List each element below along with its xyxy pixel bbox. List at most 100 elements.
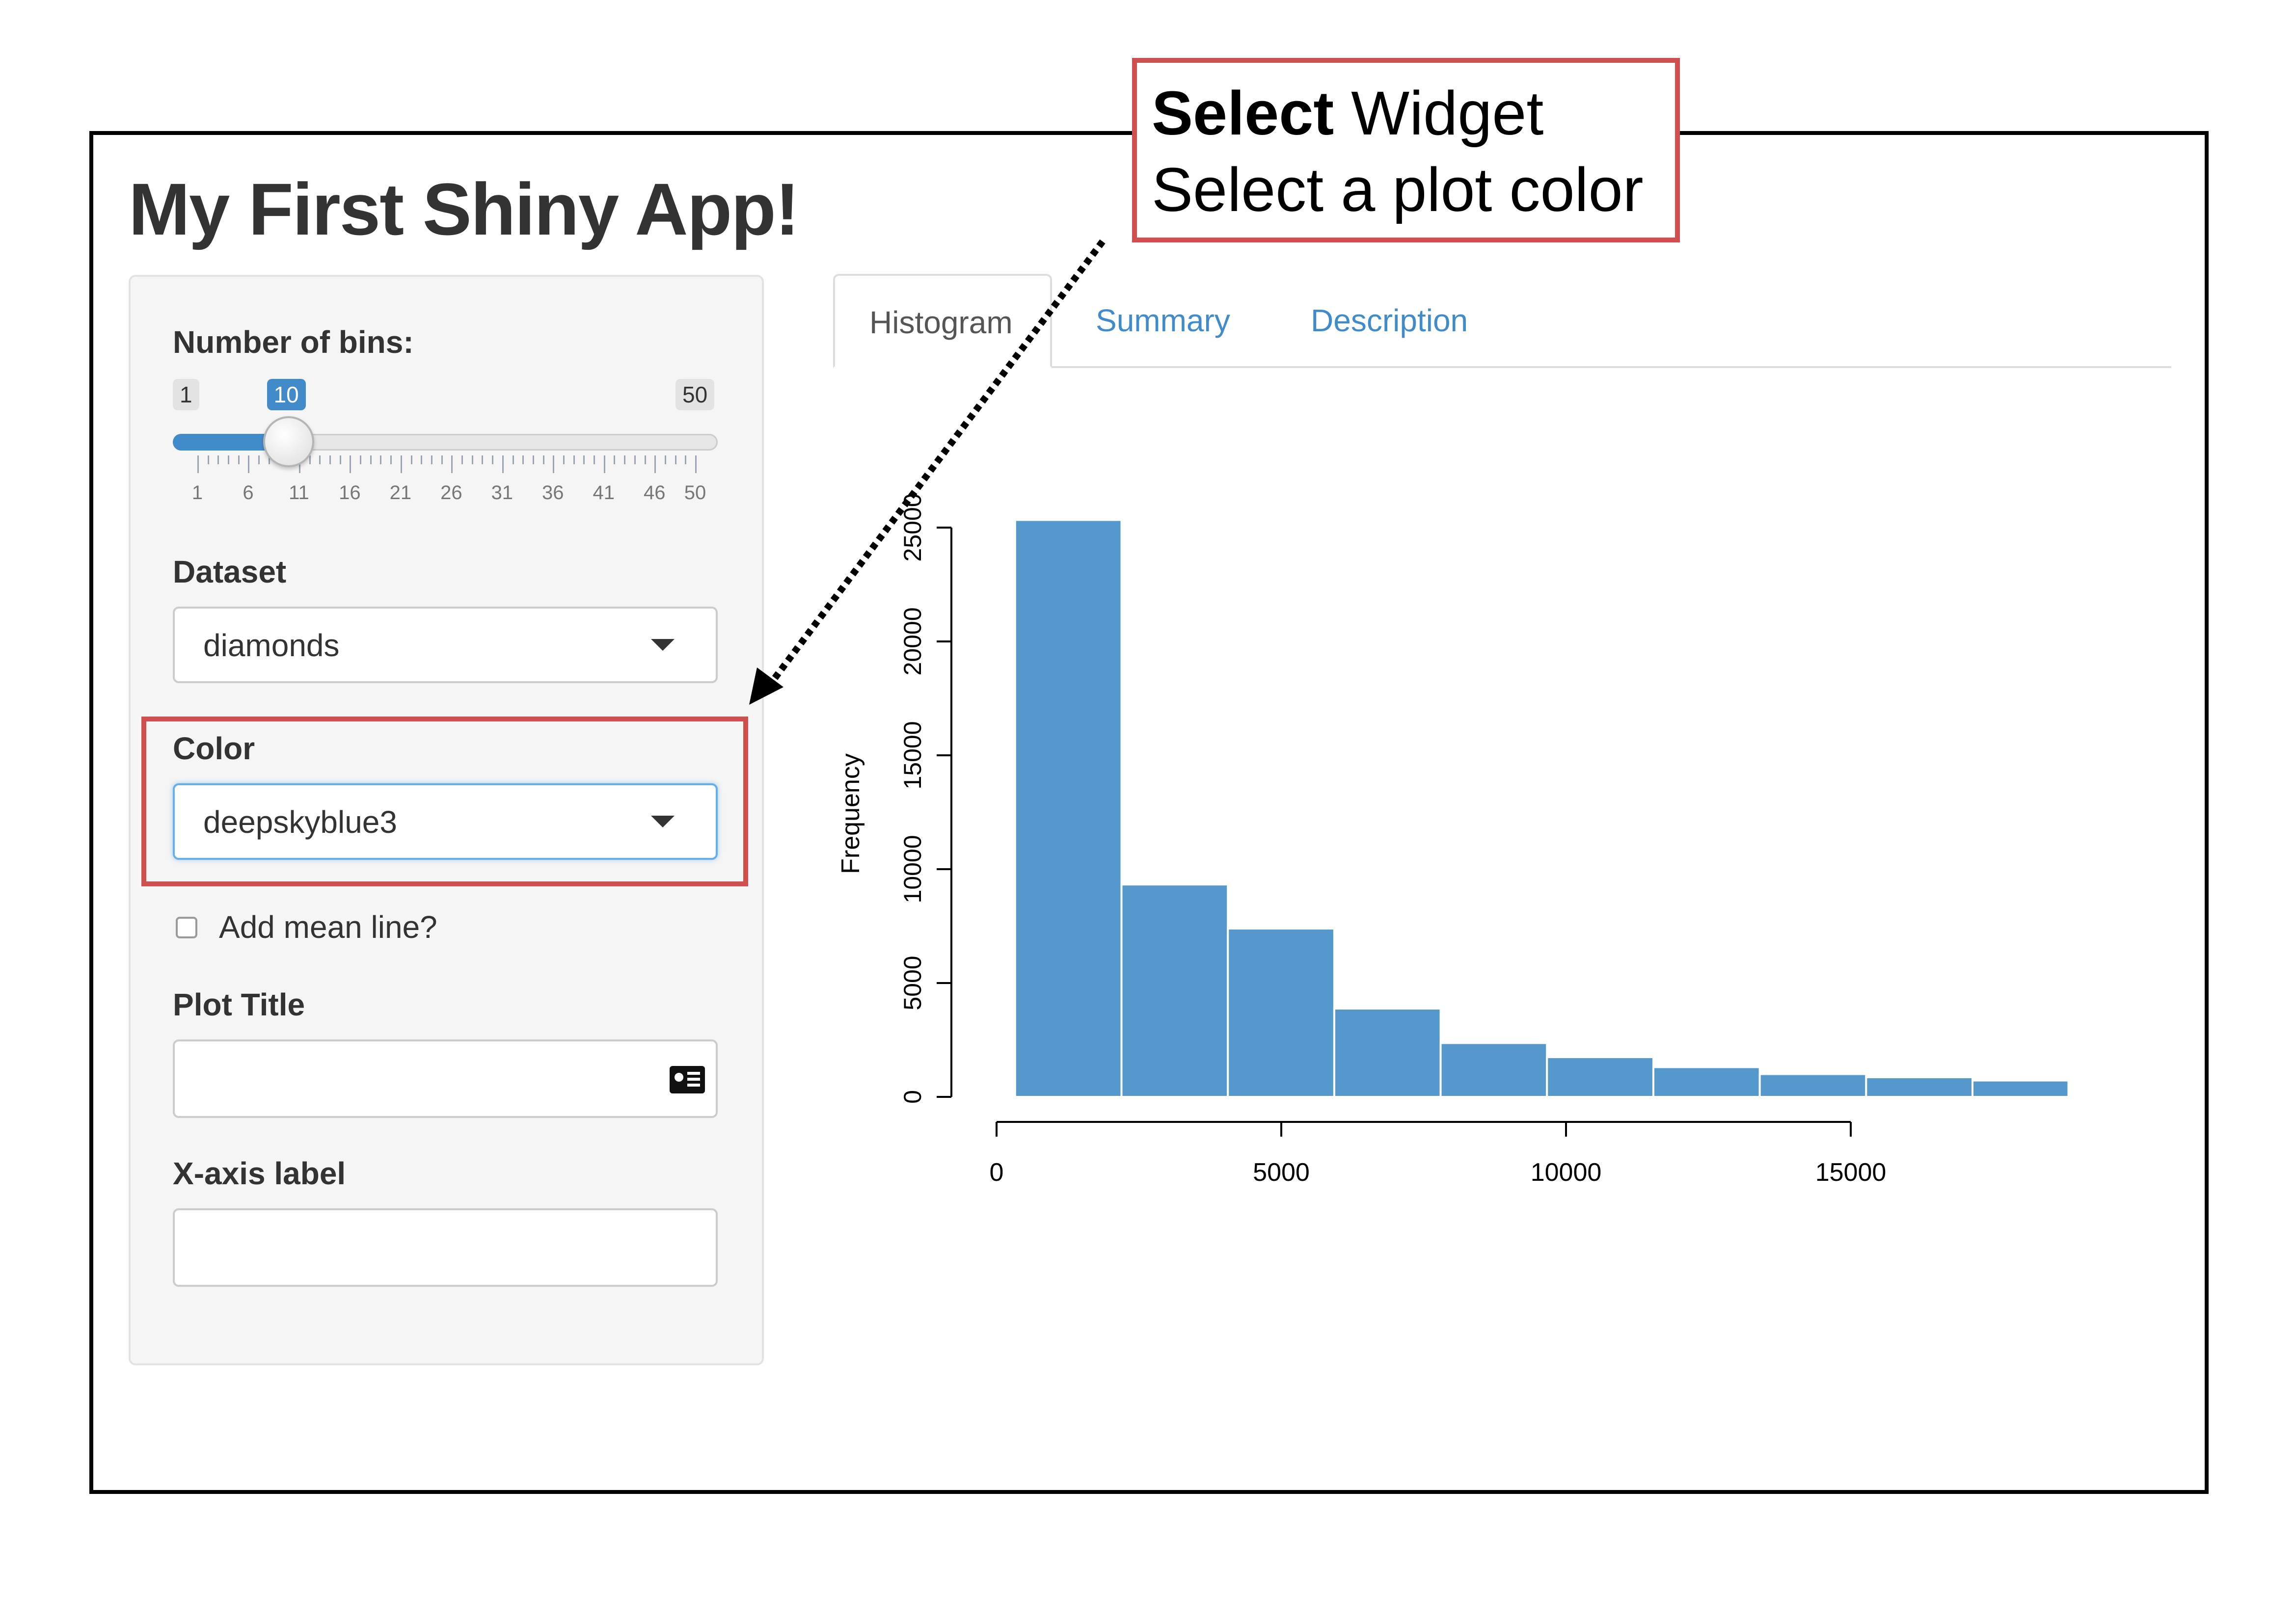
slider-tick-label: 1 — [191, 482, 203, 504]
slider-tick — [461, 455, 463, 464]
plot-title-label: Plot Title — [173, 987, 305, 1022]
slider-tick — [654, 455, 656, 473]
x-tick-label: 0 — [990, 1158, 1004, 1187]
slider-tick — [664, 455, 666, 464]
tab-description[interactable]: Description — [1311, 303, 1468, 338]
slider-tick — [309, 455, 311, 464]
dataset-select[interactable]: diamonds — [173, 607, 718, 683]
y-tick-label: 10000 — [899, 835, 926, 903]
x-tick-label: 15000 — [1815, 1158, 1887, 1187]
callout-box: Select Widget Select a plot color — [1132, 58, 1680, 242]
slider-tick-label: 36 — [542, 482, 564, 504]
tab-summary[interactable]: Summary — [1096, 303, 1230, 338]
dataset-label: Dataset — [173, 554, 287, 589]
slider-tick — [390, 455, 392, 464]
slider-tick — [482, 455, 484, 464]
plot-title-input[interactable] — [173, 1039, 718, 1118]
callout-title: Select Widget — [1152, 78, 1543, 149]
slider-tick — [502, 455, 504, 473]
slider-max-badge: 50 — [675, 379, 715, 410]
slider-tick-label: 16 — [339, 482, 361, 504]
histogram-bar — [1014, 519, 1123, 1098]
slider-tick-label: 11 — [289, 482, 309, 504]
slider-tick — [583, 455, 585, 464]
slider-min-badge: 1 — [173, 379, 199, 410]
slider-tick — [370, 455, 372, 464]
slider-handle[interactable] — [263, 416, 314, 467]
x-tick-label: 5000 — [1253, 1158, 1310, 1187]
y-tick-label: 20000 — [899, 607, 926, 675]
slider-tick — [685, 455, 687, 464]
slider-tick — [400, 455, 402, 473]
slider-tick — [614, 455, 616, 464]
x-tick-label: 10000 — [1531, 1158, 1602, 1187]
slider-tick — [492, 455, 494, 464]
slider-tick — [512, 455, 514, 464]
caret-down-icon — [651, 639, 675, 651]
slider-tick — [329, 455, 331, 464]
y-tick-label: 15000 — [899, 721, 926, 789]
callout-bold: Select — [1152, 79, 1334, 148]
slider-tick — [339, 455, 341, 464]
slider-tick-label: 41 — [593, 482, 615, 504]
x-axis-label-label: X-axis label — [173, 1156, 346, 1191]
slider-tick — [624, 455, 626, 464]
slider-tick — [238, 455, 240, 464]
slider-tick — [644, 455, 646, 464]
slider-tick — [380, 455, 382, 464]
histogram-bar — [1333, 1008, 1442, 1098]
pointer-line — [766, 239, 1106, 689]
slider-tick — [441, 455, 443, 464]
slider-tick — [197, 455, 199, 473]
slider-tick — [594, 455, 595, 464]
slider-tick — [207, 455, 209, 464]
mean-line-checkbox[interactable] — [176, 917, 197, 938]
slider-tick — [675, 455, 676, 464]
mean-line-label[interactable]: Add mean line? — [219, 909, 437, 945]
x-axis-label-input[interactable] — [173, 1208, 718, 1287]
callout-subtitle: Select a plot color — [1152, 155, 1644, 224]
slider-tick — [522, 455, 524, 464]
y-tick-label: 0 — [899, 1090, 926, 1104]
slider-tick — [410, 455, 412, 464]
pointer-arrowhead — [749, 667, 783, 705]
slider-tick-label: 31 — [491, 482, 513, 504]
y-axis-title: Frequency — [837, 753, 865, 874]
slider-value-badge: 10 — [267, 379, 306, 410]
y-tick-label: 25000 — [899, 493, 926, 561]
color-select[interactable]: deepskyblue3 — [173, 783, 718, 860]
bins-label: Number of bins: — [173, 324, 414, 360]
slider-tick — [319, 455, 321, 464]
slider-tick — [563, 455, 565, 464]
slider-tick-label: 6 — [243, 482, 254, 504]
slider-tick-label: 50 — [684, 482, 706, 504]
slider-tick — [695, 455, 697, 473]
slider-tick — [248, 455, 250, 473]
slider-tick — [431, 455, 432, 464]
slider-tick-label: 46 — [643, 482, 666, 504]
slider-tick — [542, 455, 544, 464]
slider-tick — [634, 455, 636, 464]
dataset-select-value: diamonds — [203, 628, 340, 663]
color-select-value: deepskyblue3 — [203, 804, 397, 840]
slider-tick — [360, 455, 362, 464]
histogram-bar — [1120, 883, 1229, 1098]
caret-down-icon — [651, 816, 675, 827]
slider-tick — [573, 455, 575, 464]
tab-histogram-label: Histogram — [869, 305, 1013, 340]
callout-rest: Widget — [1334, 79, 1544, 148]
slider-tick — [471, 455, 473, 464]
slider-tick — [553, 455, 555, 473]
color-highlight-box — [141, 717, 748, 886]
app-title: My First Shiny App! — [129, 168, 800, 250]
color-label: Color — [173, 731, 255, 766]
slider-tick — [451, 455, 453, 473]
slider-tick — [532, 455, 534, 464]
tab-histogram[interactable]: Histogram — [833, 274, 1052, 368]
slider-tick — [268, 455, 270, 464]
slider-tick-label: 26 — [440, 482, 462, 504]
y-tick-label: 5000 — [899, 956, 926, 1010]
histogram-bar — [1972, 1079, 2070, 1098]
